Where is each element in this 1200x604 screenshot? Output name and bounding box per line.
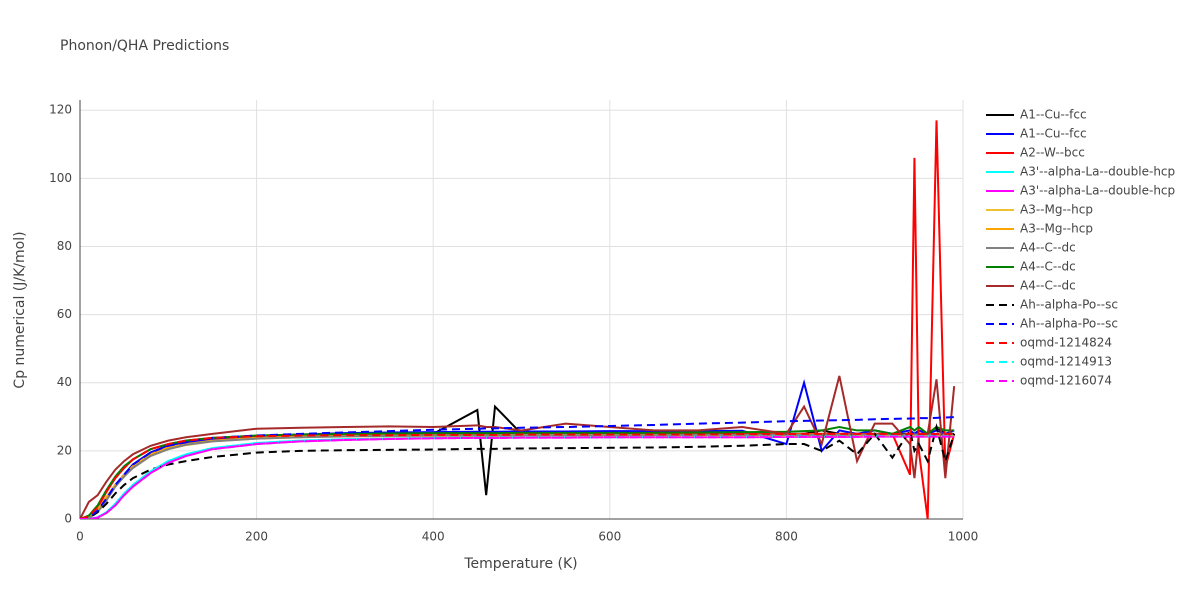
chart-title: Phonon/QHA Predictions <box>60 38 229 54</box>
legend-label: A1--Cu--fcc <box>1020 127 1087 141</box>
y-tick-label: 40 <box>57 375 72 389</box>
legend-label: Ah--alpha-Po--sc <box>1020 298 1118 312</box>
x-axis-title: Temperature (K) <box>463 556 577 572</box>
legend-label: Ah--alpha-Po--sc <box>1020 317 1118 331</box>
series-line <box>80 423 956 519</box>
x-tick-label: 600 <box>598 530 621 544</box>
series-line <box>80 425 955 519</box>
series-line <box>80 435 955 519</box>
y-tick-label: 0 <box>64 512 72 526</box>
x-tick-label: 800 <box>775 530 798 544</box>
y-tick-label: 120 <box>49 103 72 117</box>
legend-label: A4--C--dc <box>1020 241 1076 255</box>
series-line <box>80 433 955 519</box>
series-line <box>80 416 955 519</box>
legend-label: A4--C--dc <box>1020 279 1076 293</box>
legend-label: oqmd-1214913 <box>1020 355 1112 369</box>
legend-label: oqmd-1216074 <box>1020 374 1112 388</box>
legend-label: A2--W--bcc <box>1020 146 1085 160</box>
legend-label: A4--C--dc <box>1020 260 1076 274</box>
legend-label: A3--Mg--hcp <box>1020 203 1093 217</box>
legend-label: oqmd-1214824 <box>1020 336 1112 350</box>
y-axis-title: Cp numerical (J/K/mol) <box>12 231 28 388</box>
legend-label: A3'--alpha-La--double-hcp <box>1020 165 1175 179</box>
y-tick-label: 20 <box>57 443 72 457</box>
series-line <box>80 404 955 519</box>
x-tick-label: 0 <box>76 530 84 544</box>
y-tick-label: 60 <box>57 307 72 321</box>
legend-label: A3--Mg--hcp <box>1020 222 1093 236</box>
x-tick-label: 400 <box>422 530 445 544</box>
series-line <box>80 433 955 519</box>
legend-label: A1--Cu--fcc <box>1020 108 1087 122</box>
series-line <box>80 120 956 519</box>
y-tick-label: 80 <box>57 239 72 253</box>
legend-label: A3'--alpha-La--double-hcp <box>1020 184 1175 198</box>
x-tick-label: 1000 <box>948 530 979 544</box>
x-tick-label: 200 <box>245 530 268 544</box>
y-tick-label: 100 <box>49 171 72 185</box>
series-line <box>80 432 955 519</box>
